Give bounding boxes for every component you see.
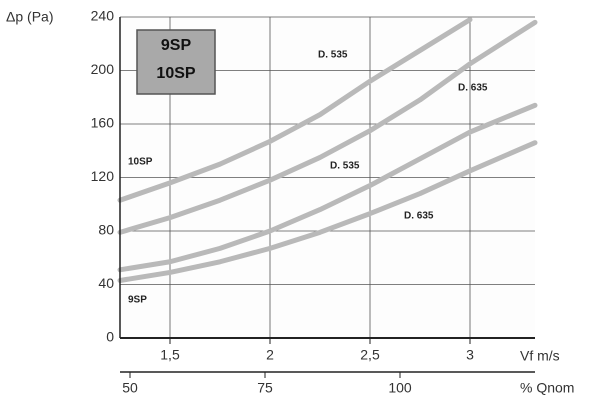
y-tick-label: 200 bbox=[91, 61, 115, 77]
x-tick-label: 3 bbox=[466, 347, 474, 363]
curve bbox=[117, 19, 538, 235]
annotation: 10SP bbox=[128, 157, 153, 168]
y-tick-label: 40 bbox=[98, 275, 114, 291]
x-tick-label: 2,5 bbox=[360, 347, 380, 363]
curve-label: D. 535 bbox=[318, 50, 348, 61]
curves bbox=[117, 17, 538, 283]
box-line: 10SP bbox=[156, 65, 195, 82]
curve-label: D. 635 bbox=[458, 83, 488, 94]
y-tick-label: 120 bbox=[91, 168, 115, 184]
box-line: 9SP bbox=[161, 37, 192, 54]
curve bbox=[117, 140, 538, 283]
series-box bbox=[136, 29, 216, 95]
y-tick-label: 0 bbox=[106, 329, 114, 345]
x-axis-label: Vf m/s bbox=[520, 348, 560, 364]
annotation: 9SP bbox=[128, 295, 147, 306]
x2-tick-label: 75 bbox=[257, 380, 273, 396]
curve-label: D. 535 bbox=[330, 161, 360, 172]
x2-axis-label: % Qnom bbox=[520, 380, 574, 396]
x-tick-label: 2 bbox=[266, 347, 274, 363]
x2-tick-label: 50 bbox=[122, 380, 138, 396]
y-axis-label: Δp (Pa) bbox=[6, 9, 53, 25]
y-tick-label: 240 bbox=[91, 8, 115, 24]
x-tick-label: 1,5 bbox=[160, 347, 180, 363]
x2-tick-label: 100 bbox=[388, 380, 412, 396]
y-tick-label: 80 bbox=[98, 222, 114, 238]
y-tick-label: 160 bbox=[91, 115, 115, 131]
curve bbox=[117, 102, 538, 273]
curve bbox=[117, 17, 473, 203]
curve-label: D. 635 bbox=[404, 211, 434, 222]
